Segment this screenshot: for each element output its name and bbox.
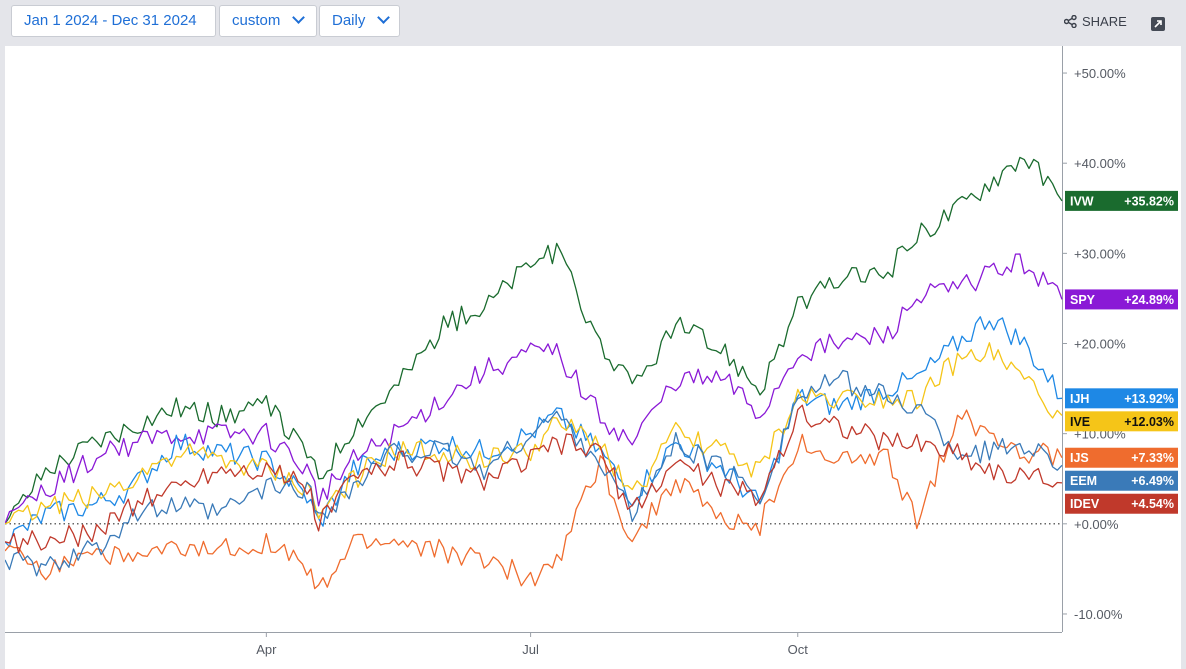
- end-tag-ive: IVE +12.03%: [1065, 411, 1178, 432]
- interval-label: Daily: [332, 12, 366, 29]
- expand-icon: [1154, 20, 1162, 28]
- end-tag-ticker: IVW: [1070, 194, 1094, 208]
- performance-chart: -10.00%+0.00%+10.00%+20.00%+30.00%+40.00…: [5, 46, 1178, 657]
- series-line-idev: [5, 404, 1063, 554]
- end-tag-background: [1065, 493, 1178, 514]
- interval-dropdown[interactable]: Daily: [319, 5, 400, 37]
- y-tick-label: -10.00%: [1074, 607, 1123, 622]
- end-tag-ticker: IVE: [1070, 415, 1090, 429]
- end-tag-ticker: EEM: [1070, 474, 1097, 488]
- x-tick-label: Oct: [788, 642, 809, 657]
- end-tag-background: [1065, 289, 1178, 310]
- share-label: SHARE: [1082, 14, 1127, 29]
- end-tag-ticker: SPY: [1070, 293, 1096, 307]
- range-type-dropdown[interactable]: custom: [219, 5, 317, 37]
- share-button[interactable]: SHARE: [1064, 14, 1127, 29]
- y-tick-label: +0.00%: [1074, 517, 1119, 532]
- end-tag-background: [1065, 447, 1178, 468]
- x-tick-label: Apr: [256, 642, 277, 657]
- end-tag-eem: EEM +6.49%: [1065, 470, 1178, 491]
- series-line-eem: [5, 369, 1063, 577]
- chart-area: -10.00% +0.00% +10.00% +20.00% +30.00% +40.00…: [5, 46, 1181, 669]
- y-tick-label: +40.00%: [1074, 156, 1126, 171]
- date-range-button[interactable]: Jan 1 2024 - Dec 31 2024: [11, 5, 216, 37]
- end-tag-value: +6.49%: [1131, 474, 1174, 488]
- chevron-down-icon: [292, 11, 306, 24]
- series-line-spy: [5, 253, 1063, 525]
- end-tag-value: +13.92%: [1124, 392, 1174, 406]
- end-tag-background: [1065, 190, 1178, 211]
- chevron-down-icon: [377, 11, 391, 24]
- end-tag-value: +24.89%: [1124, 293, 1174, 307]
- y-tick-label: +50.00%: [1074, 66, 1126, 81]
- end-tag-value: +35.82%: [1124, 194, 1174, 208]
- y-tick-label: +30.00%: [1074, 246, 1126, 261]
- expand-button[interactable]: [1151, 17, 1165, 31]
- range-type-label: custom: [232, 12, 281, 29]
- x-tick-label: Jul: [522, 642, 539, 657]
- end-tag-ijs: IJS +7.33%: [1065, 447, 1178, 468]
- end-tag-value: +12.03%: [1124, 415, 1174, 429]
- end-tag-background: [1065, 470, 1178, 491]
- end-tag-ivw: IVW +35.82%: [1065, 190, 1178, 211]
- end-tag-ticker: IJH: [1070, 392, 1089, 406]
- end-tag-value: +7.33%: [1131, 451, 1174, 465]
- series-line-ijh: [5, 316, 1063, 548]
- toolbar: Jan 1 2024 - Dec 31 2024 custom Daily SH…: [0, 0, 1186, 46]
- series-line-ijs: [5, 409, 1063, 590]
- end-tag-ijh: IJH +13.92%: [1065, 388, 1178, 409]
- series-line-ivw: [5, 156, 1063, 525]
- end-tag-ticker: IJS: [1070, 451, 1089, 465]
- end-tag-idev: IDEV +4.54%: [1065, 493, 1178, 514]
- y-tick-label: +20.00%: [1074, 337, 1126, 352]
- end-tag-background: [1065, 388, 1178, 409]
- end-tag-value: +4.54%: [1131, 497, 1174, 511]
- date-range-label: Jan 1 2024 - Dec 31 2024: [24, 12, 197, 29]
- end-tag-background: [1065, 411, 1178, 432]
- series-line-ive: [5, 342, 1063, 525]
- share-icon: [1064, 15, 1077, 28]
- end-tag-ticker: IDEV: [1070, 497, 1100, 511]
- end-tag-spy: SPY +24.89%: [1065, 289, 1178, 310]
